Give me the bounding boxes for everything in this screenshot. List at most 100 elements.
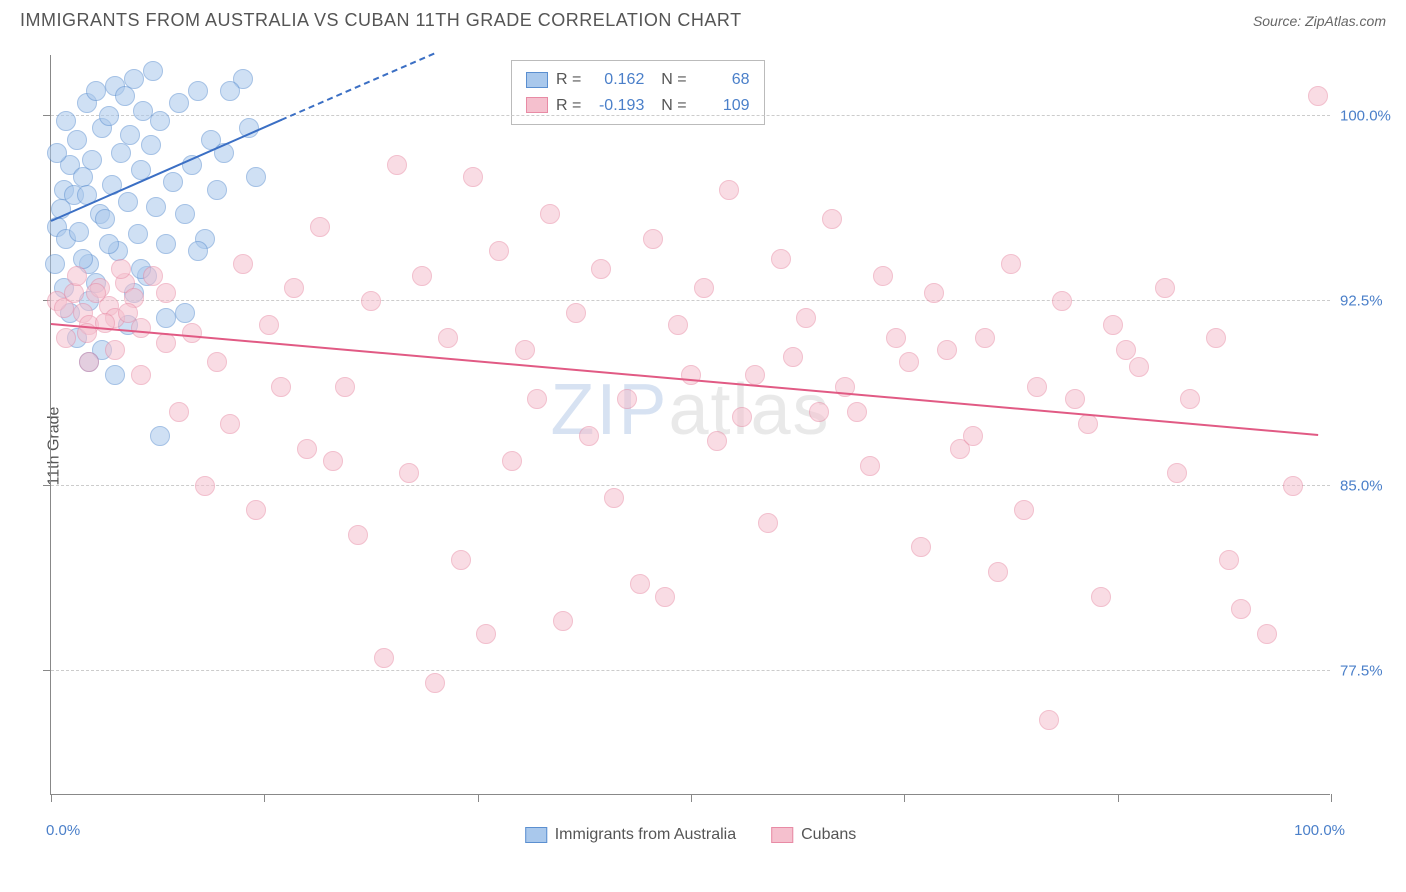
data-point	[873, 266, 893, 286]
data-point	[150, 426, 170, 446]
y-axis-tick-label: 85.0%	[1340, 477, 1405, 494]
data-point	[1129, 357, 1149, 377]
data-point	[207, 180, 227, 200]
y-axis-tick-label: 100.0%	[1340, 107, 1405, 124]
data-point	[1206, 328, 1226, 348]
legend-item-1: Cubans	[771, 826, 856, 844]
data-point	[1167, 463, 1187, 483]
data-point	[1103, 315, 1123, 335]
data-point	[118, 192, 138, 212]
data-point	[297, 439, 317, 459]
legend-n-label: N =	[652, 67, 686, 93]
data-point	[975, 328, 995, 348]
data-point	[156, 234, 176, 254]
data-point	[335, 377, 355, 397]
data-point	[502, 451, 522, 471]
data-point	[1155, 278, 1175, 298]
data-point	[745, 365, 765, 385]
data-point	[188, 81, 208, 101]
data-point	[489, 241, 509, 261]
data-point	[115, 86, 135, 106]
data-point	[67, 130, 87, 150]
data-point	[175, 303, 195, 323]
grid-line	[51, 485, 1330, 486]
data-point	[1091, 587, 1111, 607]
x-tick	[51, 794, 52, 802]
legend-bottom-swatch-0	[525, 827, 547, 843]
data-point	[860, 456, 880, 476]
data-point	[128, 224, 148, 244]
data-point	[899, 352, 919, 372]
data-point	[1219, 550, 1239, 570]
data-point	[937, 340, 957, 360]
data-point	[323, 451, 343, 471]
data-point	[47, 143, 67, 163]
data-point	[809, 402, 829, 422]
legend-row-series-0: R = 0.162 N = 68	[526, 67, 750, 93]
x-tick	[1118, 794, 1119, 802]
data-point	[45, 254, 65, 274]
data-point	[69, 222, 89, 242]
data-point	[399, 463, 419, 483]
y-axis-tick-label: 77.5%	[1340, 662, 1405, 679]
data-point	[911, 537, 931, 557]
data-point	[707, 431, 727, 451]
legend-swatch-0	[526, 72, 548, 88]
data-point	[361, 291, 381, 311]
data-point	[220, 414, 240, 434]
data-point	[1180, 389, 1200, 409]
data-point	[150, 111, 170, 131]
data-point	[463, 167, 483, 187]
data-point	[515, 340, 535, 360]
data-point	[847, 402, 867, 422]
data-point	[425, 673, 445, 693]
data-point	[988, 562, 1008, 582]
data-point	[438, 328, 458, 348]
legend-bottom-label-0: Immigrants from Australia	[555, 826, 736, 844]
data-point	[99, 234, 119, 254]
legend-n-value-0: 68	[695, 67, 750, 93]
data-point	[64, 283, 84, 303]
legend-r-label: R =	[556, 67, 581, 93]
data-point	[105, 340, 125, 360]
source-name: ZipAtlas.com	[1305, 13, 1386, 29]
data-point	[694, 278, 714, 298]
data-point	[111, 259, 131, 279]
data-point	[284, 278, 304, 298]
data-point	[67, 266, 87, 286]
data-point	[271, 377, 291, 397]
data-point	[1257, 624, 1277, 644]
series-legend: Immigrants from Australia Cubans	[525, 826, 857, 844]
data-point	[156, 283, 176, 303]
data-point	[374, 648, 394, 668]
data-point	[195, 476, 215, 496]
data-point	[1116, 340, 1136, 360]
data-point	[105, 365, 125, 385]
data-point	[182, 323, 202, 343]
grid-line	[51, 115, 1330, 116]
data-point	[758, 513, 778, 533]
data-point	[169, 402, 189, 422]
legend-bottom-label-1: Cubans	[801, 826, 856, 844]
data-point	[86, 81, 106, 101]
data-point	[963, 426, 983, 446]
data-point	[771, 249, 791, 269]
data-point	[259, 315, 279, 335]
data-point	[1078, 414, 1098, 434]
y-tick	[43, 485, 51, 486]
grid-line	[51, 670, 1330, 671]
data-point	[56, 328, 76, 348]
data-point	[630, 574, 650, 594]
source-attribution: Source: ZipAtlas.com	[1253, 13, 1386, 29]
data-point	[175, 204, 195, 224]
data-point	[822, 209, 842, 229]
data-point	[1308, 86, 1328, 106]
data-point	[668, 315, 688, 335]
data-point	[643, 229, 663, 249]
data-point	[1027, 377, 1047, 397]
legend-r-value-0: 0.162	[589, 67, 644, 93]
data-point	[310, 217, 330, 237]
data-point	[246, 500, 266, 520]
y-axis-tick-label: 92.5%	[1340, 292, 1405, 309]
x-tick	[1331, 794, 1332, 802]
